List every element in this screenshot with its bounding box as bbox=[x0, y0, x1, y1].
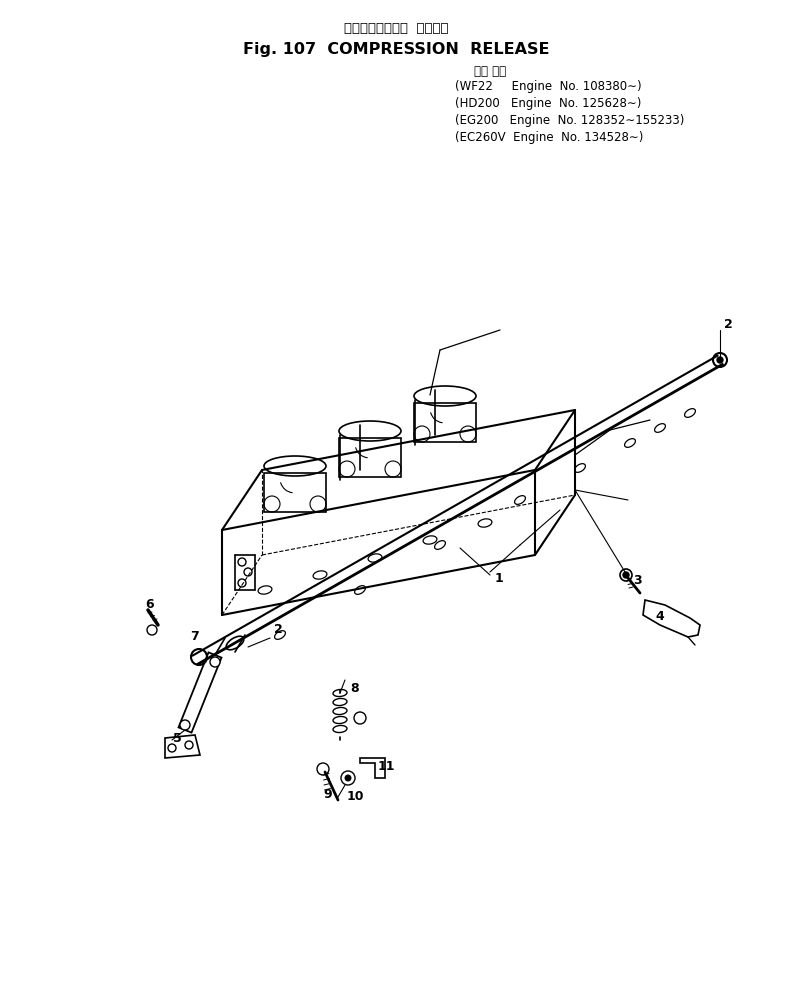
Circle shape bbox=[191, 649, 207, 665]
Text: 5: 5 bbox=[173, 732, 182, 745]
Circle shape bbox=[180, 720, 190, 730]
Circle shape bbox=[147, 625, 157, 635]
Text: 1: 1 bbox=[495, 572, 504, 585]
Circle shape bbox=[244, 568, 252, 576]
Circle shape bbox=[345, 775, 351, 781]
Text: Fig. 107  COMPRESSION  RELEASE: Fig. 107 COMPRESSION RELEASE bbox=[243, 42, 550, 57]
Text: (EC260V  Engine  No. 134528∼): (EC260V Engine No. 134528∼) bbox=[455, 131, 643, 144]
Text: 4: 4 bbox=[655, 610, 664, 623]
Circle shape bbox=[620, 569, 632, 581]
Text: コンプレッション  リリース: コンプレッション リリース bbox=[343, 22, 448, 35]
Circle shape bbox=[317, 763, 329, 775]
Circle shape bbox=[713, 353, 727, 367]
Circle shape bbox=[623, 572, 629, 578]
Text: 11: 11 bbox=[378, 760, 396, 773]
Text: (HD200   Engine  No. 125628∼): (HD200 Engine No. 125628∼) bbox=[455, 97, 642, 110]
Text: 2: 2 bbox=[724, 318, 733, 331]
Text: (EG200   Engine  No. 128352∼155233): (EG200 Engine No. 128352∼155233) bbox=[455, 114, 684, 127]
Circle shape bbox=[341, 771, 355, 785]
Circle shape bbox=[210, 657, 220, 667]
Circle shape bbox=[238, 579, 246, 587]
Circle shape bbox=[717, 357, 723, 363]
Text: 7: 7 bbox=[190, 630, 199, 643]
Text: 6: 6 bbox=[145, 598, 154, 611]
Circle shape bbox=[168, 744, 176, 752]
Text: 3: 3 bbox=[633, 574, 642, 587]
Text: 9: 9 bbox=[323, 788, 331, 801]
Text: (WF22     Engine  No. 108380∼): (WF22 Engine No. 108380∼) bbox=[455, 80, 642, 93]
Circle shape bbox=[354, 712, 366, 724]
Circle shape bbox=[238, 558, 246, 566]
Text: 8: 8 bbox=[350, 682, 358, 695]
Text: 適用 号機: 適用 号機 bbox=[474, 65, 506, 78]
Text: 10: 10 bbox=[347, 790, 365, 803]
Circle shape bbox=[185, 741, 193, 749]
Text: 2: 2 bbox=[274, 623, 283, 636]
